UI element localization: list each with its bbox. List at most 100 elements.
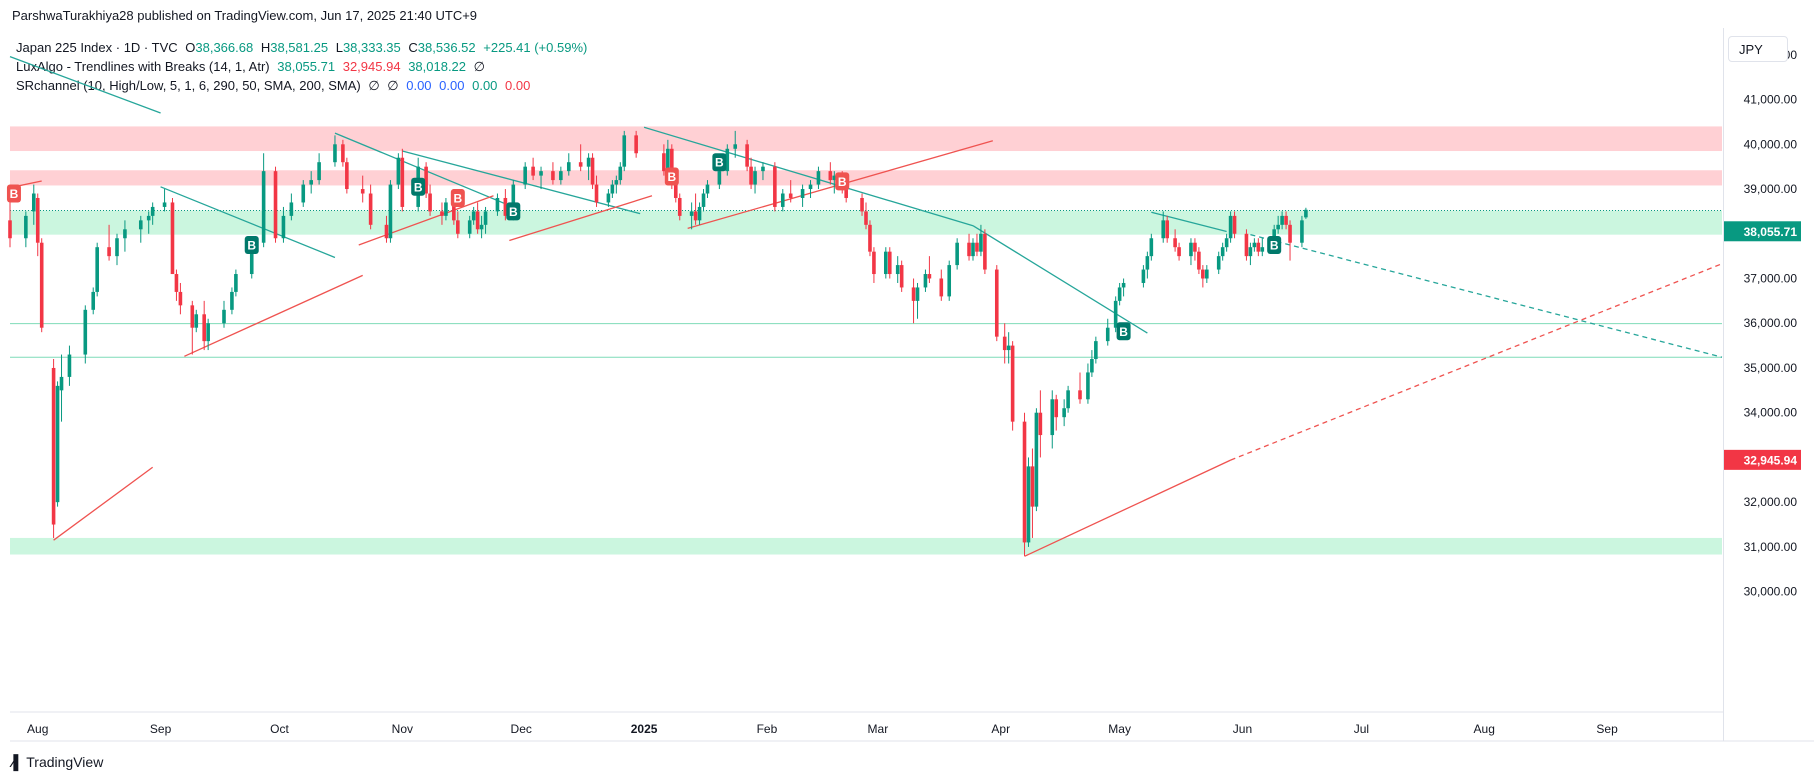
candle <box>1189 242 1193 257</box>
signal-label: B <box>509 205 518 219</box>
indicator-value: ∅ <box>387 78 399 93</box>
candle <box>67 354 72 377</box>
candle <box>975 242 979 252</box>
symbol-legend-row[interactable]: Japan 225 Index · 1D · TVC O38,366.68 H3… <box>16 38 587 57</box>
signal-label: B <box>715 156 724 170</box>
candle <box>1252 242 1257 248</box>
candle <box>396 157 401 185</box>
ohlc-high-label: H38,581.25 <box>261 40 328 55</box>
candle <box>1105 327 1110 342</box>
candle <box>83 309 88 355</box>
candle <box>868 224 872 252</box>
candle <box>677 197 682 216</box>
candle <box>634 135 638 154</box>
indicator-legend-row-luxalgo[interactable]: LuxAlgo - Trendlines with Breaks (14, 1,… <box>16 57 587 76</box>
signal-badge <box>835 172 850 191</box>
candle <box>971 242 975 257</box>
candle <box>927 274 932 279</box>
candle <box>749 166 753 185</box>
signal-badge <box>664 167 679 186</box>
candle <box>884 251 888 275</box>
candle <box>761 166 765 172</box>
indicator-value: 32,945.94 <box>342 59 401 74</box>
candle <box>899 265 904 288</box>
candle <box>1248 247 1253 257</box>
candle <box>495 197 500 212</box>
x-tick-label: Jun <box>1233 722 1252 736</box>
candle <box>1006 345 1011 351</box>
candle <box>979 233 983 252</box>
candle <box>1177 247 1181 257</box>
candle <box>693 211 698 221</box>
l-label: L <box>335 40 343 55</box>
ohlc-open-label: O38,366.68 <box>185 40 253 55</box>
candle <box>234 274 238 292</box>
candle <box>360 189 365 194</box>
resistance-zone <box>10 170 1722 186</box>
candle <box>479 224 484 230</box>
candle <box>1002 336 1007 351</box>
publish-info: ParshwaTurakhiya28 published on TradingV… <box>12 8 478 23</box>
candle <box>230 291 234 310</box>
candle <box>1121 282 1126 288</box>
candle <box>190 305 195 328</box>
currency-selector[interactable]: JPY <box>1728 36 1788 62</box>
signal-badge <box>450 188 465 207</box>
candle <box>273 171 278 239</box>
candle <box>317 162 321 181</box>
candle <box>1086 372 1090 400</box>
resistance-zone <box>10 126 1722 152</box>
y-tick-label: 39,000.00 <box>1744 182 1798 196</box>
candle <box>523 166 527 185</box>
candle <box>911 287 916 301</box>
x-tick-label: Jul <box>1354 722 1369 736</box>
signal-label: B <box>414 180 423 194</box>
candle <box>1161 220 1166 239</box>
candle <box>170 202 175 275</box>
signal-badge <box>1116 322 1131 341</box>
break-signal-break-down: B <box>6 184 21 203</box>
candle <box>887 251 892 275</box>
break-signal-break-up: B <box>712 153 727 172</box>
candle <box>1288 224 1292 243</box>
signal-label: B <box>1270 238 1279 252</box>
price-label: 32,945.94 <box>1744 453 1798 467</box>
candle <box>194 314 199 328</box>
trendline-down <box>160 186 336 259</box>
x-tick-label: Dec <box>511 722 532 736</box>
y-tick-label: 35,000.00 <box>1744 361 1798 375</box>
candle <box>162 202 167 207</box>
candle <box>174 274 179 292</box>
candle <box>689 211 694 216</box>
break-signal-break-up: B <box>1116 322 1131 341</box>
candle <box>983 233 987 270</box>
candle <box>281 215 286 239</box>
ohlc-close-label: C38,536.52 <box>408 40 475 55</box>
y-tick-label: 30,000.00 <box>1744 585 1798 599</box>
candle <box>539 171 543 176</box>
x-tick-label: Nov <box>392 722 413 736</box>
candle <box>1149 238 1154 257</box>
candle <box>860 197 864 212</box>
c-label: C <box>408 40 418 55</box>
candle <box>1256 242 1261 252</box>
signal-label: B <box>667 170 676 184</box>
candle <box>1026 466 1031 543</box>
trendline-up <box>509 195 653 242</box>
price-label-bg <box>1724 449 1801 470</box>
candle <box>614 180 619 185</box>
x-tick-label: Apr <box>991 722 1010 736</box>
candle <box>444 202 448 216</box>
candle <box>1054 399 1059 418</box>
candle <box>428 193 432 212</box>
symbol-name: Japan 225 Index · 1D · TVC <box>16 40 178 55</box>
candle <box>475 211 480 230</box>
candle <box>733 144 738 149</box>
candle <box>1304 209 1308 218</box>
signal-badge <box>1267 235 1282 254</box>
candle <box>1197 251 1201 270</box>
indicator-legend-row-srchannel[interactable]: SRchannel (10, High/Low, 5, 1, 6, 290, 5… <box>16 76 587 95</box>
candle <box>1228 215 1233 239</box>
low-value: 38,333.35 <box>342 40 401 55</box>
